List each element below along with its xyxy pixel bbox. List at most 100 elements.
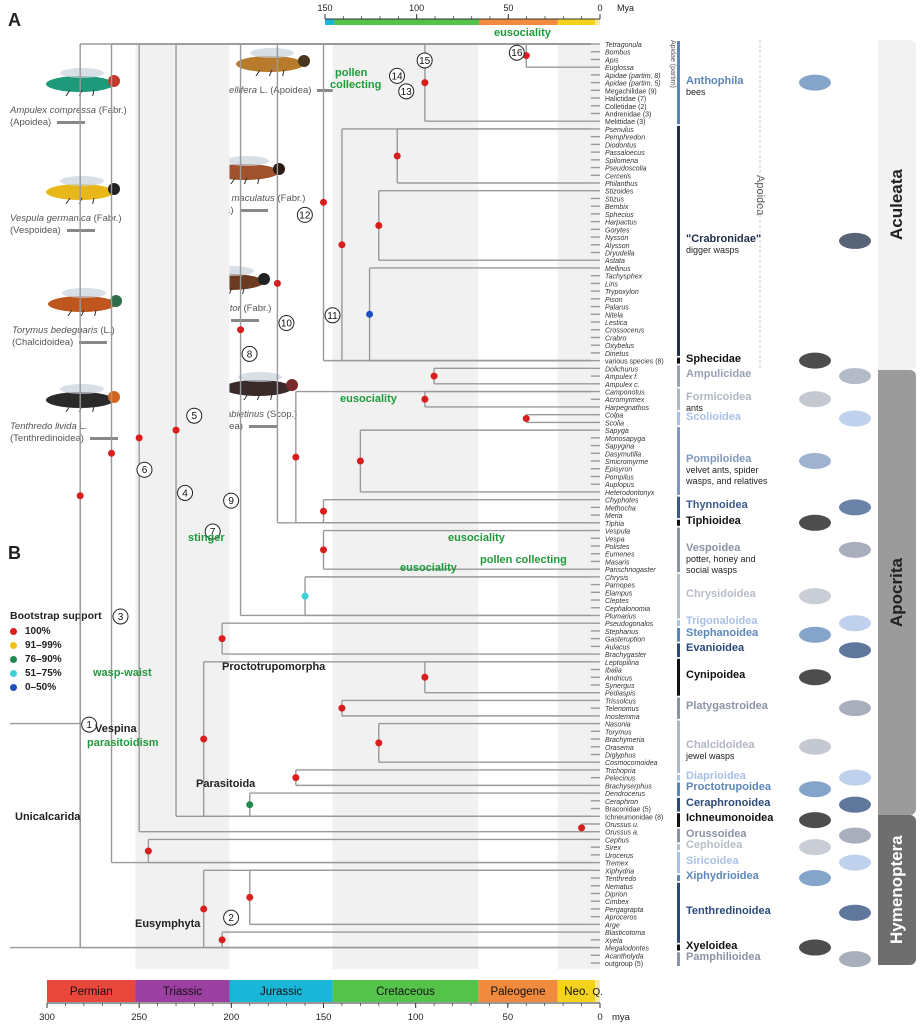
node-number-label: 3 <box>118 612 124 623</box>
group-bar <box>677 388 680 410</box>
taxon-label: Heterodontonyx <box>605 490 655 497</box>
species-author: (Fabr.) <box>98 105 127 116</box>
taxon-label: Pison <box>605 297 623 304</box>
taxon-label: Philanthus <box>605 181 638 188</box>
node-number-label: 13 <box>401 87 413 98</box>
group-name: Chalcidoidea <box>686 738 755 751</box>
taxon-label: Cephalonomia <box>605 606 650 613</box>
group-label: Tenthredinoidea <box>686 905 772 917</box>
legend-row: 0–50% <box>10 682 102 693</box>
species-author: (Scop.) <box>266 409 298 420</box>
group-bar <box>677 875 680 882</box>
bootstrap-dot <box>356 457 364 465</box>
period-label: Neo. <box>564 986 588 998</box>
wasp-silhouette-icon <box>799 391 831 408</box>
group-bar <box>677 365 680 387</box>
bootstrap-dot <box>393 152 401 160</box>
taxon-label: Ichneumonidae (8) <box>605 814 663 821</box>
period-label: Q. <box>592 987 603 998</box>
wasp-silhouette-icon <box>799 738 831 755</box>
taxon-label: Xiphydria <box>604 868 634 875</box>
group-label: Platygastroidea <box>686 701 772 712</box>
clade-tab: Apocrita <box>878 370 916 815</box>
group-bar <box>677 357 680 364</box>
scale-bar <box>57 120 86 124</box>
taxon-label: Nysson <box>605 235 628 242</box>
taxon-label: Chyphotes <box>605 498 639 505</box>
taxon-label: Stizus <box>605 196 625 203</box>
taxon-label: Pelecinus <box>605 776 636 783</box>
period-bar-segment <box>47 980 136 1002</box>
taxon-label: Psenulus <box>605 127 634 134</box>
taxon-label: Megalodontes <box>605 946 649 953</box>
bootstrap-dot <box>218 936 226 944</box>
bootstrap-dot <box>172 426 180 434</box>
annotation-eusociality-vesp2: eusociality <box>400 562 458 574</box>
bootstrap-dot <box>338 704 346 712</box>
node-number-5: 5 <box>186 407 203 424</box>
period-label: Jurassic <box>260 986 302 998</box>
taxon-label: Trissolcus <box>605 698 636 705</box>
group-name: Ichneumonoidea <box>686 812 774 825</box>
specimen-caption: Torymus bedeguaris (L.) (Chalcidoidea) <box>12 325 162 349</box>
bootstrap-legend: Bootstrap support 100% 91–99% 76–90% 51–75%… <box>10 610 102 696</box>
taxon-label: Chrysis <box>605 575 629 582</box>
node-number-label: 8 <box>247 349 253 360</box>
group-bar <box>677 944 680 951</box>
taxon-label: Sirex <box>605 845 621 852</box>
taxon-label: Stizoides <box>605 189 634 196</box>
group-label: Chrysidoidea <box>686 589 772 600</box>
group-label: Pompiloidea velvet ants, spider wasps, an… <box>686 454 772 487</box>
wasp-silhouette-icon <box>799 870 831 887</box>
node-number-9: 9 <box>223 492 240 509</box>
node-number-14: 14 <box>389 67 406 84</box>
group-label: Formicoidea ants <box>686 392 772 414</box>
taxon-label: Smicromyrme <box>605 459 648 466</box>
species-family: (Chalcidoidea) <box>12 337 74 348</box>
species-name: Tenthredo livida <box>10 421 77 432</box>
annotation-pollen-collecting-vesp: pollen collecting <box>480 554 567 566</box>
wasp-silhouette-icon <box>799 939 831 956</box>
node-number-10: 10 <box>278 315 295 332</box>
taxon-label: Ampulex f. <box>604 374 638 381</box>
taxon-label: various species (8) <box>605 359 664 366</box>
group-bar <box>677 527 680 573</box>
bootstrap-dot <box>375 221 383 229</box>
group-name: Tiphioidea <box>686 514 741 527</box>
taxon-label: Passaloecus <box>605 150 645 157</box>
taxon-label: Crabro <box>605 335 627 342</box>
top-axis-tick-label: 0 <box>597 3 602 13</box>
taxon-label: Camponotus <box>605 390 645 397</box>
taxon-label: Dinetus <box>605 351 629 358</box>
scale-bar <box>248 424 277 428</box>
wasp-silhouette-icon <box>799 781 831 798</box>
node-number-13: 13 <box>398 83 415 100</box>
group-bar <box>677 782 680 797</box>
species-name: Torymus bedeguaris <box>12 325 98 336</box>
wasp-silhouette-icon <box>799 453 831 470</box>
node-number-label: 7 <box>210 527 216 538</box>
annotation-unicalcarida: Unicalcarida <box>15 811 81 823</box>
group-bar <box>677 496 680 519</box>
taxon-label: Mellinus <box>605 266 631 273</box>
period-bar-segment <box>478 980 558 1002</box>
group-name: Anthophila <box>686 74 744 87</box>
wasp-silhouette-icon <box>839 854 871 871</box>
taxon-label: Leptopilina <box>605 660 639 667</box>
bootstrap-dot <box>320 546 327 554</box>
wasp-silhouette-icon <box>839 615 871 632</box>
wasp-silhouette-icon <box>799 626 831 643</box>
bootstrap-dot <box>135 434 143 442</box>
group-name: Diaprioidea <box>686 769 746 782</box>
legend-dot-icon <box>10 642 17 649</box>
group-name: Thynnoidea <box>686 499 748 512</box>
taxon-label: Diodontus <box>605 142 637 149</box>
taxon-label: Liris <box>605 281 618 288</box>
wasp-silhouette-icon <box>799 812 831 829</box>
top-axis-unit: Mya <box>617 3 634 13</box>
node-number-label: 12 <box>299 210 311 221</box>
node-number-label: 6 <box>142 465 148 476</box>
clade-tab: Hymenoptera <box>878 815 916 965</box>
node-number-2: 2 <box>223 909 240 926</box>
node-number-15: 15 <box>416 52 433 69</box>
